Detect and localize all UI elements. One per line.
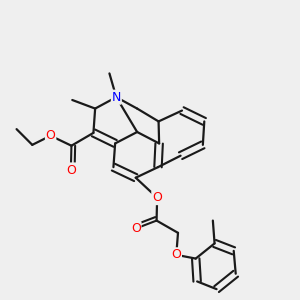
Text: O: O <box>46 129 55 142</box>
Text: O: O <box>131 222 140 235</box>
Text: O: O <box>152 191 162 204</box>
Text: N: N <box>112 91 121 103</box>
Text: O: O <box>152 191 162 204</box>
Text: O: O <box>46 129 56 142</box>
Text: O: O <box>172 248 181 261</box>
Text: O: O <box>66 164 76 176</box>
Text: O: O <box>66 164 76 176</box>
Text: N: N <box>112 91 121 103</box>
Text: O: O <box>131 222 141 235</box>
Text: O: O <box>171 248 181 261</box>
